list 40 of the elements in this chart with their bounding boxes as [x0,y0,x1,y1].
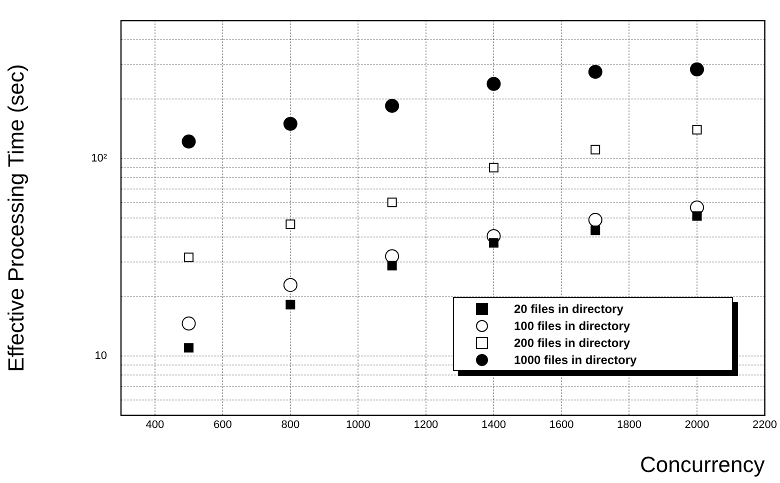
x-tick-label: 2000 [684,419,710,432]
x-tick-label: 1000 [346,419,370,432]
legend-label: 20 files in directory [514,302,624,316]
point [488,238,498,248]
x-tick-label: 600 [213,419,232,432]
x-tick-label: 2200 [752,419,778,432]
point [286,300,296,310]
legend-label: 100 files in directory [514,318,630,332]
point [590,144,600,154]
point [184,343,194,353]
point [486,76,501,91]
point [692,211,702,221]
x-tick-label: 1200 [414,419,438,432]
point [590,226,600,236]
x-tick-label: 800 [281,419,300,432]
x-axis-title: Concurrency [640,452,765,477]
point [385,98,400,113]
x-tick-label: 1800 [616,419,642,432]
point [184,252,194,262]
point [283,278,298,292]
point [692,124,702,134]
point [488,162,498,172]
point [283,116,298,131]
point [385,249,400,264]
point [588,64,602,79]
point [387,198,397,208]
point [690,62,704,76]
x-tick-label: 1600 [549,419,574,432]
legend-label: 1000 files in directory [514,352,637,366]
x-tick-label: 1400 [481,419,506,432]
y-tick-label: 10 [94,350,107,362]
point [387,260,397,270]
point [588,212,602,227]
point [182,134,196,149]
legend-label: 200 files in directory [514,336,630,350]
y-axis-title: Effective Processing Time (sec) [3,64,28,372]
x-tick-label: 400 [146,419,164,432]
point [286,219,296,229]
point [182,316,196,331]
y-tick-label: 10² [91,152,108,165]
